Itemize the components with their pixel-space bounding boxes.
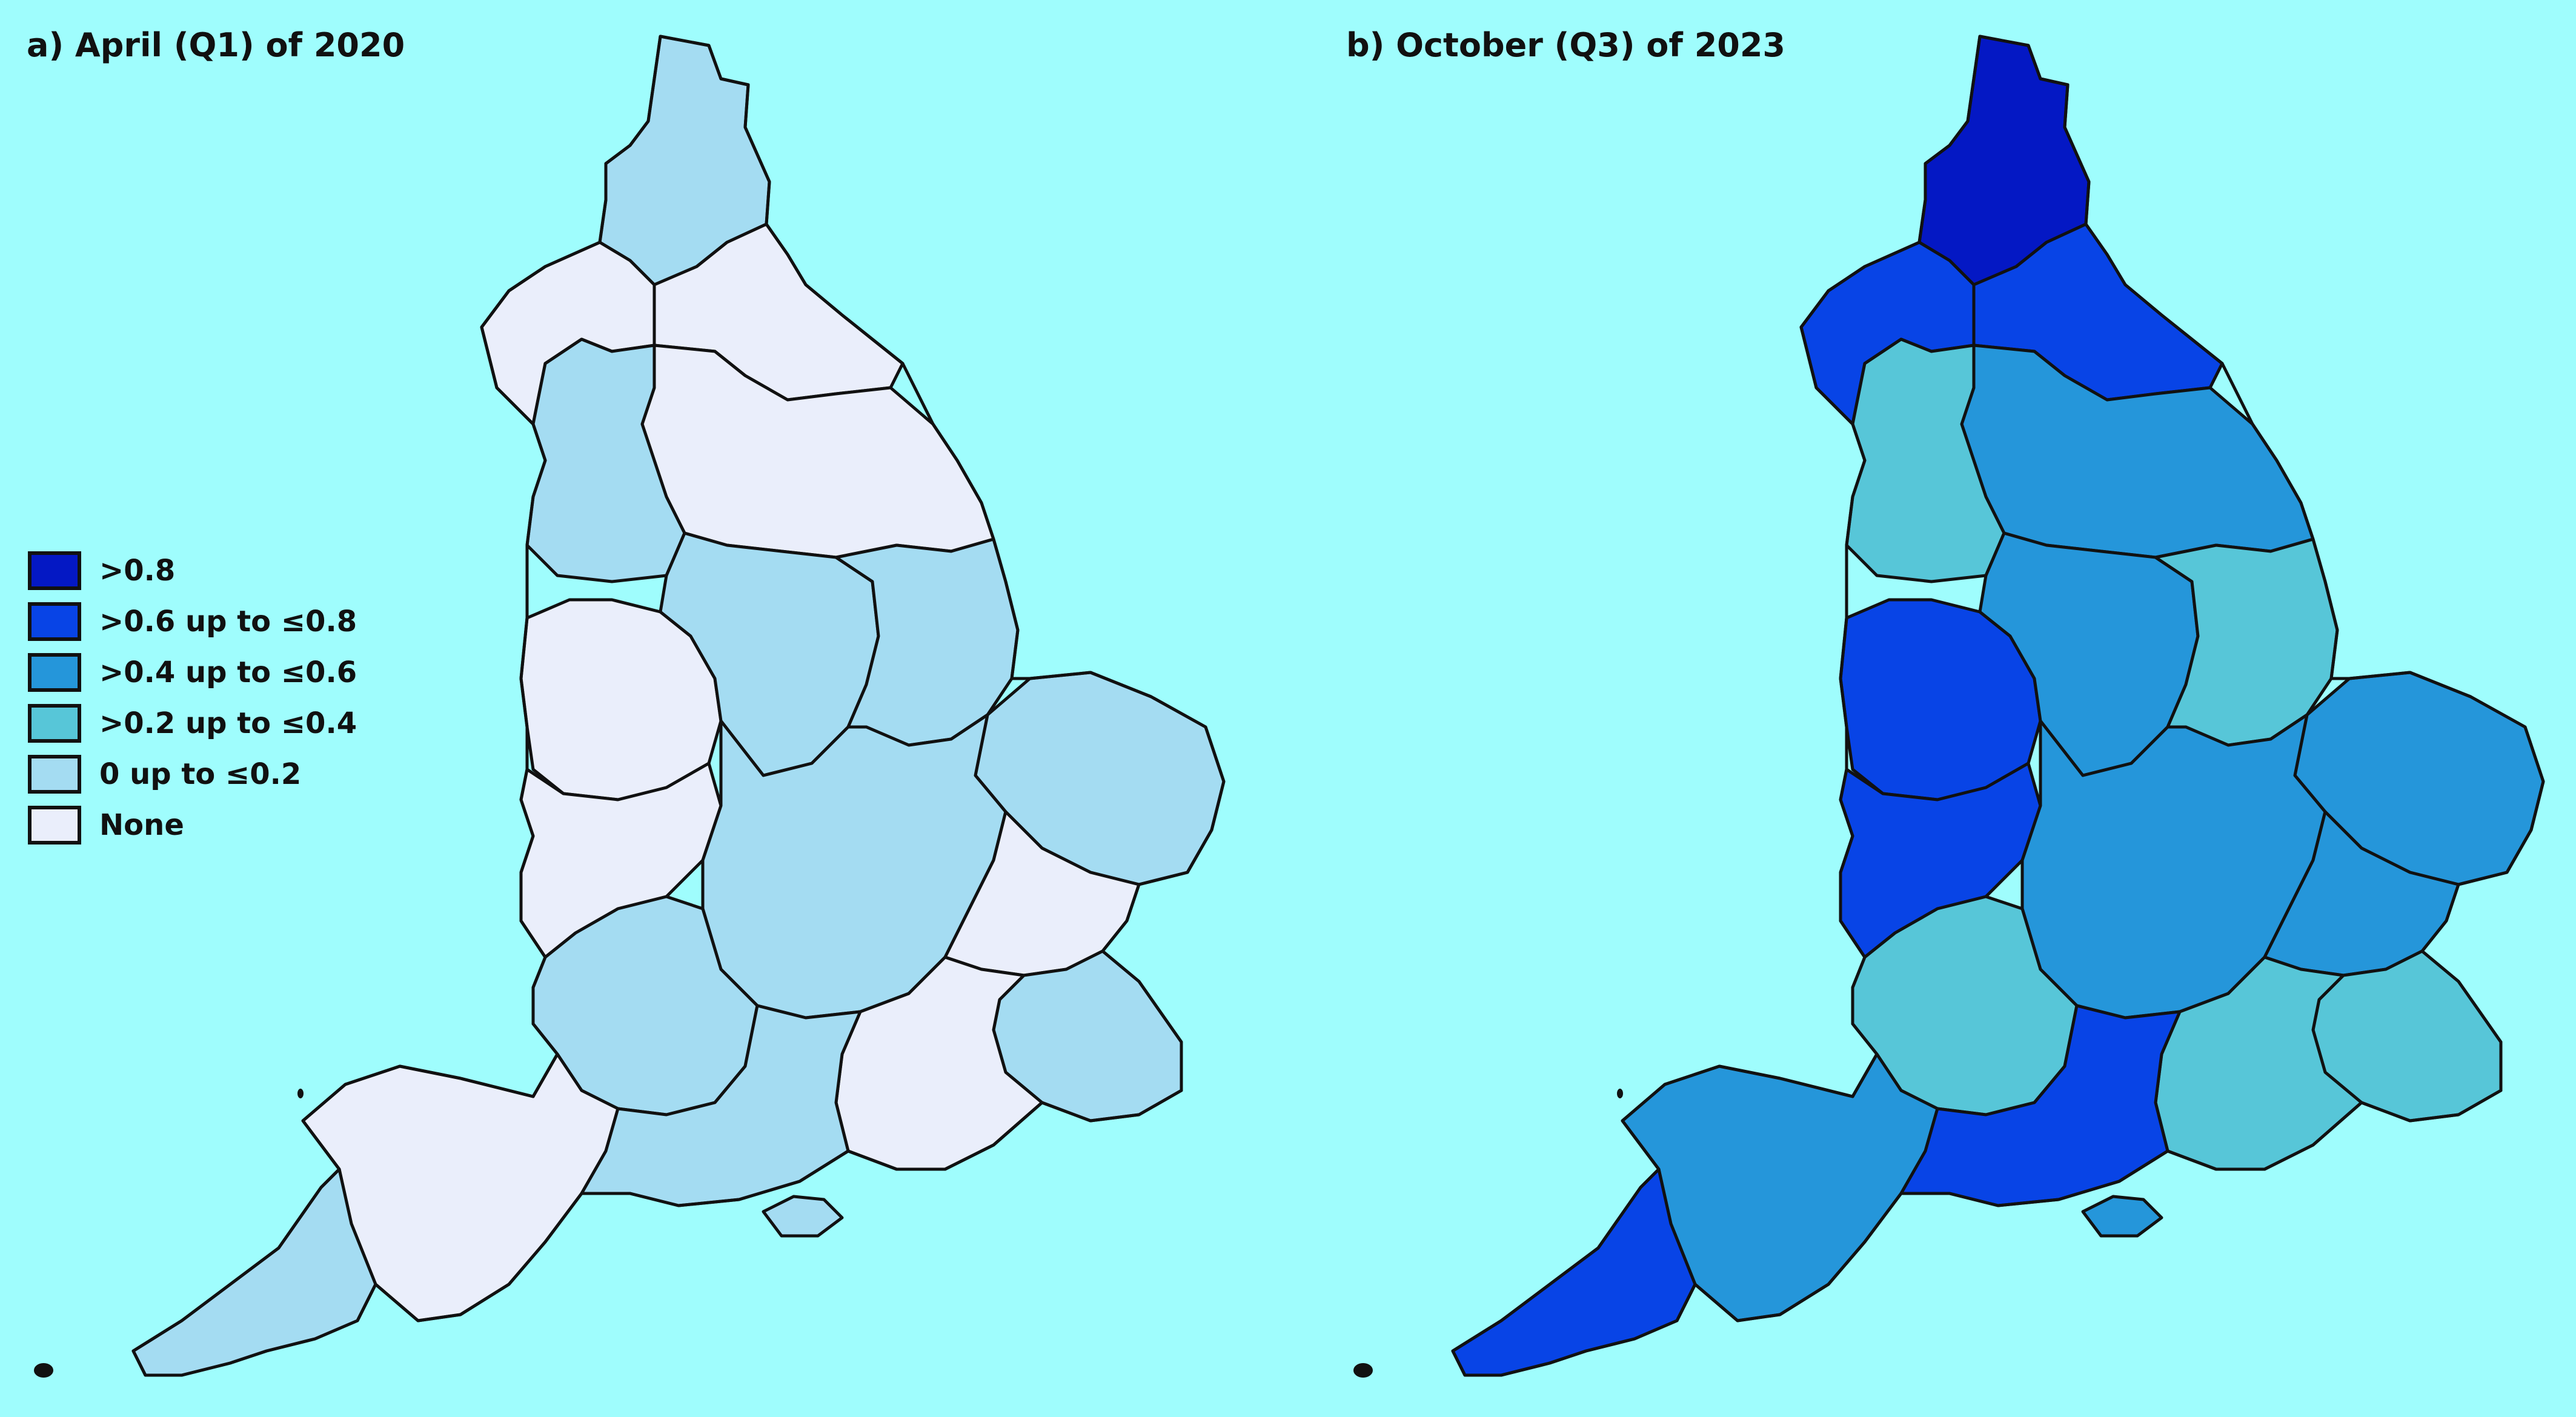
lundy-island [297, 1089, 304, 1098]
map-title-2023: b) October (Q3) of 2023 [1346, 26, 1785, 64]
isles-of-scilly [34, 1363, 53, 1378]
map-england-2023 [1353, 35, 2545, 1378]
legend-item: 0 up to ≤0.2 [28, 749, 367, 800]
legend-swatch-gt-0-8 [28, 551, 81, 590]
legend-label: 0 up to ≤0.2 [99, 757, 302, 791]
legend-item: >0.8 [28, 545, 367, 596]
region-isle-of-wight [762, 1195, 844, 1238]
legend-label: >0.8 [99, 554, 176, 588]
legend-item: None [28, 800, 367, 851]
legend-label: >0.2 up to ≤0.4 [99, 706, 357, 740]
map-england-2020 [34, 35, 1226, 1378]
lundy-island [1617, 1089, 1623, 1098]
map-title-2020: a) April (Q1) of 2020 [27, 26, 405, 64]
legend-item: >0.2 up to ≤0.4 [28, 698, 367, 749]
legend-swatch-0-to-0-2 [28, 755, 81, 794]
legend-label: >0.6 up to ≤0.8 [99, 605, 357, 639]
legend: >0.8 >0.6 up to ≤0.8 >0.4 up to ≤0.6 >0.… [28, 545, 367, 851]
isles-of-scilly [1353, 1363, 1373, 1378]
region-isle-of-wight [2081, 1195, 2163, 1238]
region-cornwall [131, 1167, 377, 1377]
region-cornwall [1451, 1167, 1697, 1377]
legend-label: >0.4 up to ≤0.6 [99, 655, 357, 689]
legend-swatch-0-2-to-0-4 [28, 704, 81, 743]
legend-swatch-0-6-to-0-8 [28, 602, 81, 641]
coastline-outline [131, 35, 1226, 1377]
legend-label: None [99, 808, 184, 842]
legend-item: >0.6 up to ≤0.8 [28, 596, 367, 647]
legend-swatch-none [28, 806, 81, 845]
legend-item: >0.4 up to ≤0.6 [28, 647, 367, 698]
legend-swatch-0-4-to-0-6 [28, 653, 81, 692]
coastline-outline [1451, 35, 2545, 1377]
